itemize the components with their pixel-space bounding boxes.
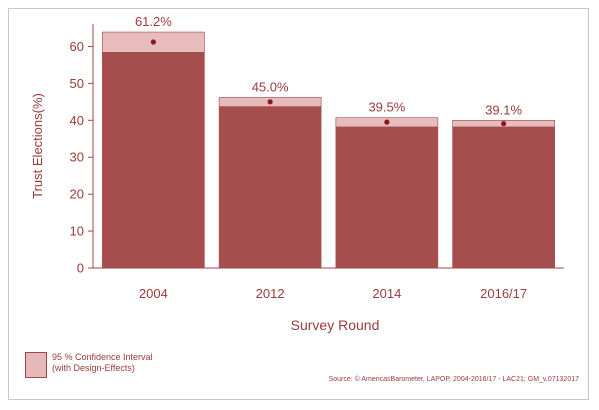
- x-tick-label: 2012: [256, 286, 285, 301]
- data-label: 39.5%: [368, 100, 405, 115]
- bar: [452, 126, 555, 268]
- legend: 95 % Confidence Interval (with Design-Ef…: [25, 352, 153, 378]
- data-label: 39.1%: [485, 102, 522, 117]
- y-tick-label: 50: [70, 76, 84, 91]
- estimate-dot: [150, 39, 156, 45]
- estimate-dot: [384, 119, 390, 125]
- legend-label: 95 % Confidence Interval (with Design-Ef…: [52, 352, 153, 373]
- x-axis-title: Survey Round: [291, 317, 380, 333]
- data-label: 45.0%: [252, 79, 289, 94]
- y-tick-label: 0: [77, 261, 84, 276]
- data-label: 61.2%: [135, 14, 172, 29]
- y-tick-label: 40: [70, 113, 84, 128]
- y-axis-title: Trust Elections(%): [30, 93, 45, 199]
- bar: [102, 52, 205, 268]
- bar: [335, 126, 438, 268]
- x-tick-label: 2014: [372, 286, 401, 301]
- legend-swatch: [25, 352, 47, 378]
- x-tick-label: 2016/17: [480, 286, 527, 301]
- estimate-dot: [267, 99, 273, 105]
- source-note: Source: © AmericasBarometer, LAPOP, 2004…: [328, 376, 579, 383]
- estimate-dot: [501, 121, 507, 127]
- bar: [219, 106, 322, 269]
- y-tick-label: 30: [70, 150, 84, 165]
- y-tick-label: 10: [70, 224, 84, 239]
- y-tick-label: 60: [70, 39, 84, 54]
- x-tick-label: 2004: [139, 286, 168, 301]
- y-tick-label: 20: [70, 187, 84, 202]
